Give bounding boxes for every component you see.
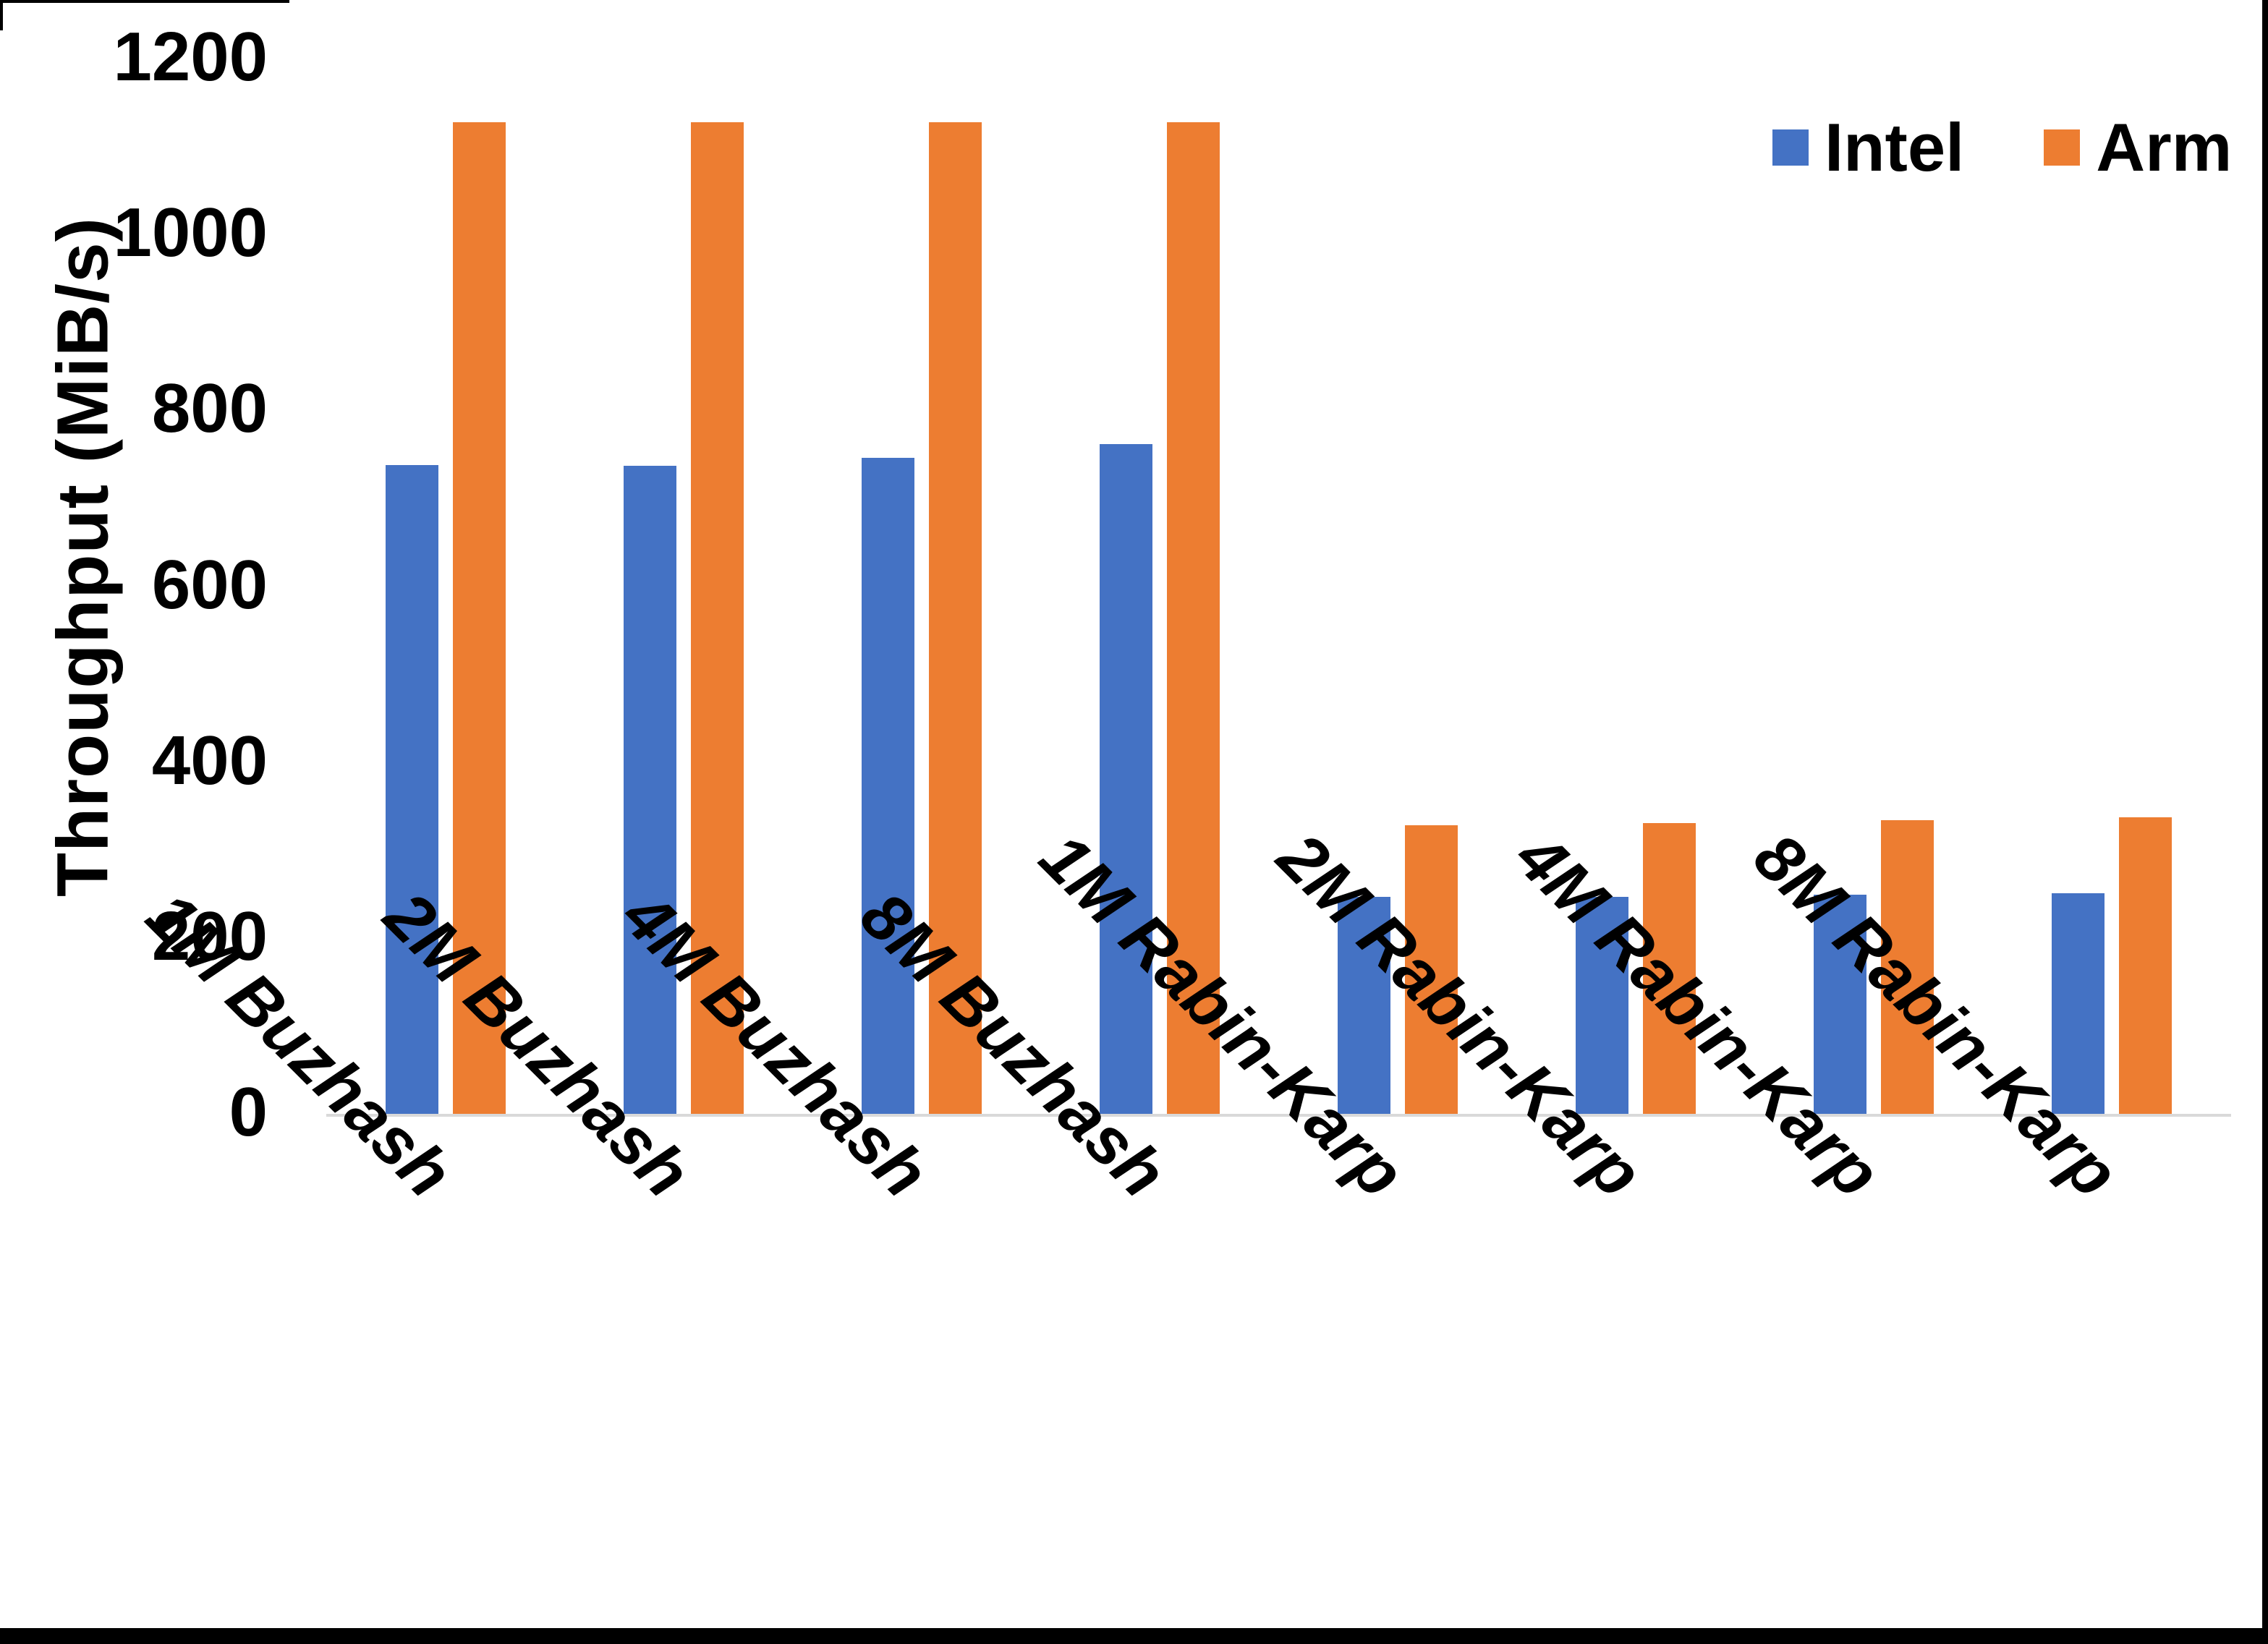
screenshot-left-border-segment bbox=[0, 0, 3, 30]
y-tick-label-400: 400 bbox=[151, 721, 268, 799]
bar-intel-1m-buzhash bbox=[385, 464, 438, 1114]
bar-intel-8m-rabin-karp bbox=[2052, 893, 2105, 1114]
bar-arm-1m-rabin-karp bbox=[1405, 825, 1458, 1114]
bar-group-4m-buzhash bbox=[802, 59, 1040, 1114]
y-tick-label-1200: 1200 bbox=[113, 17, 268, 95]
bar-group-2m-buzhash bbox=[564, 59, 802, 1114]
bar-arm-2m-buzhash bbox=[690, 122, 744, 1114]
y-tick-label-1000: 1000 bbox=[113, 193, 268, 271]
bar-arm-8m-rabin-karp bbox=[2119, 817, 2173, 1114]
y-tick-label-200: 200 bbox=[151, 897, 268, 975]
screenshot-right-border bbox=[2262, 0, 2268, 1644]
screenshot-top-border-segment bbox=[0, 0, 289, 3]
bar-intel-2m-rabin-karp bbox=[1576, 896, 1629, 1114]
bar-arm-4m-buzhash bbox=[928, 122, 982, 1114]
screenshot-bottom-border bbox=[0, 1628, 2268, 1644]
bar-group-8m-buzhash bbox=[1040, 59, 1278, 1114]
bar-group-4m-rabin-karp bbox=[1755, 59, 1993, 1114]
legend-swatch-arm bbox=[2044, 129, 2081, 166]
legend-label-arm: Arm bbox=[2096, 109, 2233, 185]
bar-group-1m-buzhash bbox=[326, 59, 564, 1114]
bar-group-2m-rabin-karp bbox=[1517, 59, 1755, 1114]
bar-intel-8m-buzhash bbox=[1099, 443, 1152, 1114]
bar-intel-4m-buzhash bbox=[861, 458, 914, 1114]
bar-arm-4m-rabin-karp bbox=[1881, 819, 1934, 1114]
bar-intel-2m-buzhash bbox=[623, 465, 676, 1114]
legend-label-intel: Intel bbox=[1825, 109, 1965, 185]
bar-intel-4m-rabin-karp bbox=[1814, 895, 1867, 1114]
y-tick-label-600: 600 bbox=[151, 545, 268, 623]
legend-item-intel: Intel bbox=[1772, 108, 1964, 187]
bar-arm-1m-buzhash bbox=[452, 122, 506, 1114]
bar-intel-1m-rabin-karp bbox=[1338, 896, 1391, 1114]
y-tick-label-0: 0 bbox=[229, 1073, 268, 1151]
legend: Intel Arm bbox=[1772, 108, 2232, 187]
legend-item-arm: Arm bbox=[2044, 108, 2232, 187]
y-tick-label-800: 800 bbox=[151, 370, 268, 448]
y-axis-tick-labels: 1200 1000 800 600 400 200 0 bbox=[0, 0, 268, 1644]
bar-arm-2m-rabin-karp bbox=[1643, 822, 1696, 1114]
bar-group-1m-rabin-karp bbox=[1279, 59, 1517, 1114]
bar-group-8m-rabin-karp bbox=[1993, 59, 2231, 1114]
plot-area bbox=[326, 59, 2231, 1117]
bar-arm-8m-buzhash bbox=[1166, 122, 1220, 1114]
legend-swatch-intel bbox=[1772, 129, 1809, 166]
